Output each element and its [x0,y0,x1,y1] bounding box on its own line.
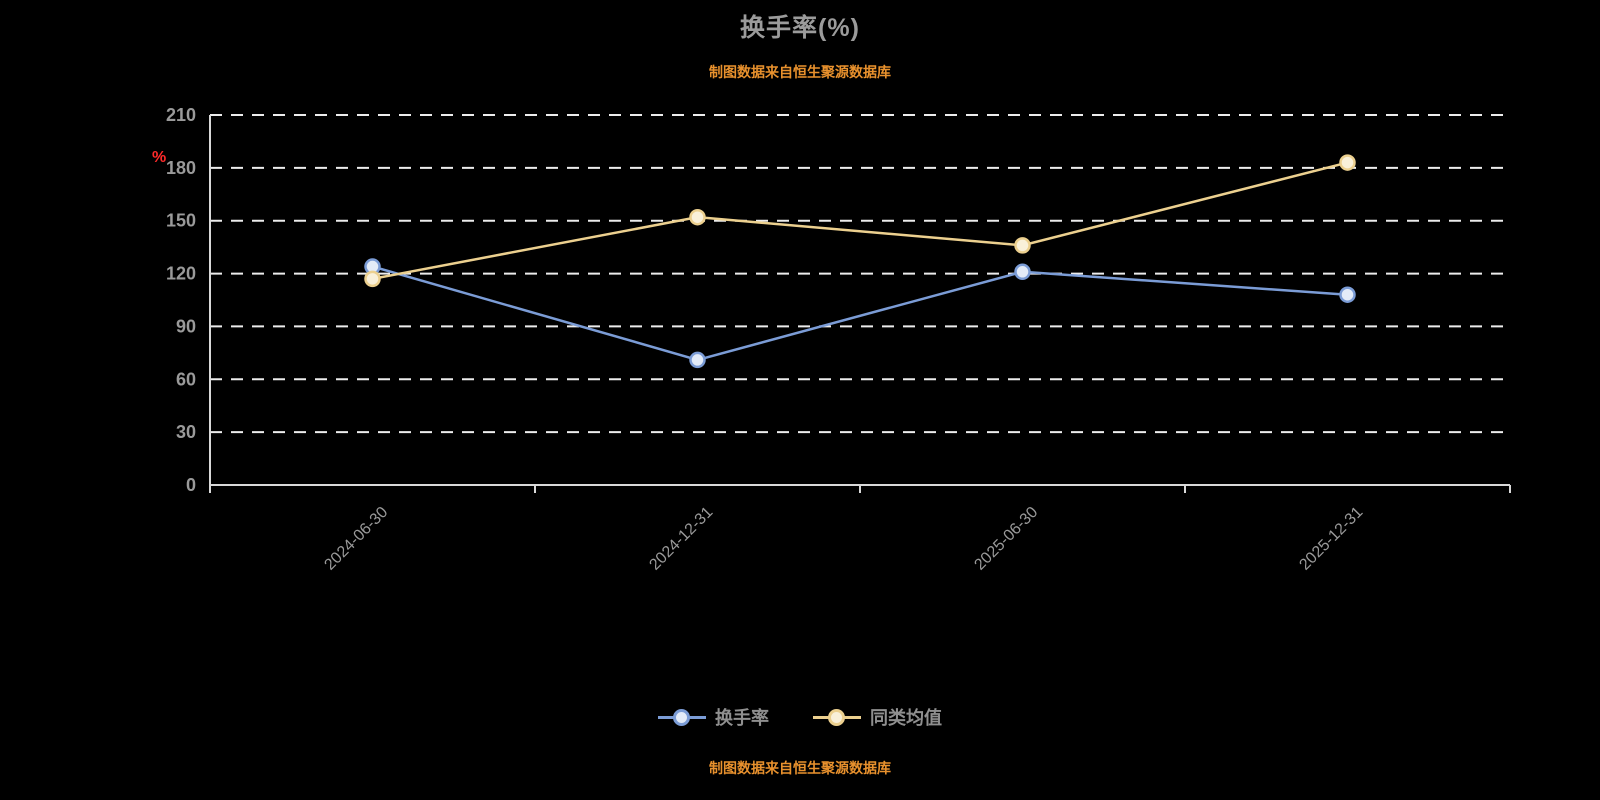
series-line [372,265,1348,362]
legend-label-turnover: 换手率 [715,708,769,728]
data-source-note-bottom: 制图数据来自恒生聚源数据库 [709,760,891,776]
x-tick-label: 2024-06-30 [321,504,391,574]
data-point-marker[interactable] [689,351,706,369]
y-tick-label: 30 [176,422,196,442]
data-point-marker[interactable] [1014,263,1031,281]
legend-dot-icon [828,708,845,726]
y-tick-label: 90 [176,316,196,336]
legend-item-category-average[interactable]: 同类均值 [813,704,942,730]
y-tick-label: 180 [166,158,196,178]
legend-marker-turnover [658,708,706,726]
y-tick-label: 60 [176,369,196,389]
legend-item-turnover[interactable]: 换手率 [658,704,769,730]
data-source-note-top: 制图数据来自恒生聚源数据库 [709,64,891,80]
chart-title: 换手率(%) [740,14,860,42]
legend-dot-icon [673,708,690,726]
series-line [372,161,1348,281]
y-tick-label: 0 [186,475,196,495]
chart-legend: 换手率 同类均值 [0,704,1600,730]
y-tick-label: 210 [166,105,196,125]
y-axis-unit-label: % [152,149,166,166]
data-point-marker[interactable] [1339,154,1356,171]
legend-label-category-average: 同类均值 [870,708,942,728]
y-tick-label: 120 [166,264,196,284]
data-point-marker[interactable] [689,208,706,226]
x-tick-label: 2025-06-30 [971,504,1041,574]
legend-marker-category-average [813,708,861,726]
data-point-marker[interactable] [364,270,381,288]
data-point-marker[interactable] [1014,237,1031,254]
x-tick-label: 2024-12-31 [646,504,716,574]
data-point-marker[interactable] [1339,286,1356,303]
y-tick-label: 150 [166,211,196,231]
x-tick-label: 2025-12-31 [1296,504,1366,574]
